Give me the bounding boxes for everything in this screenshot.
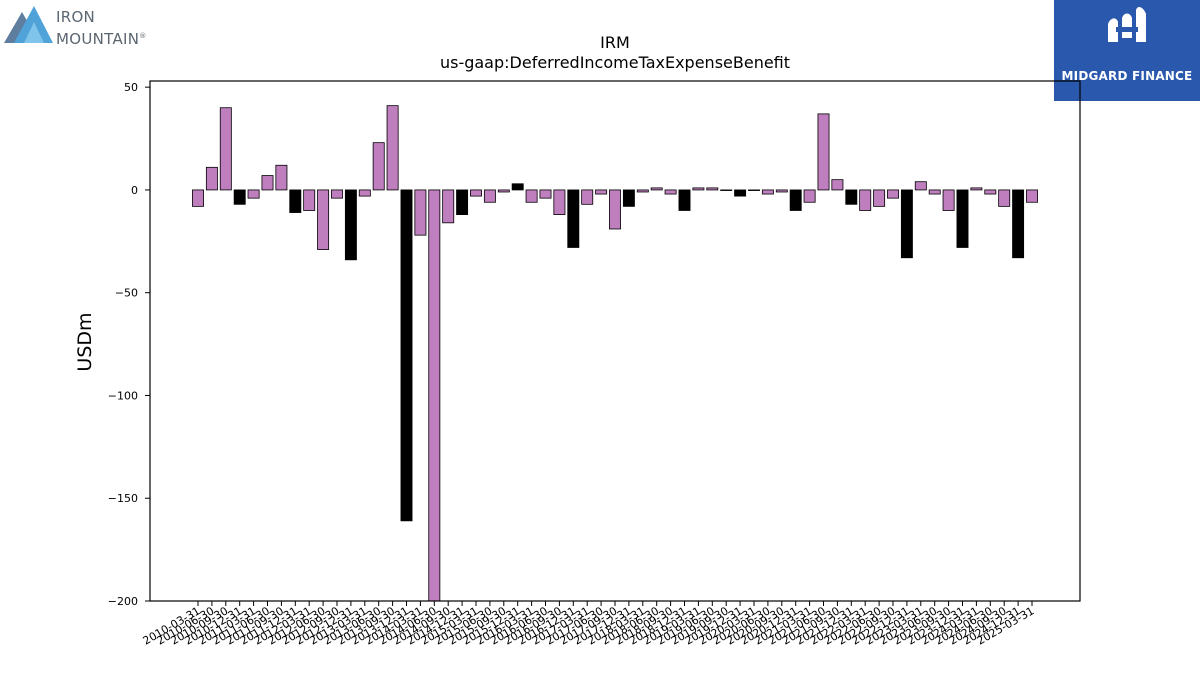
y-axis-label: USDm <box>74 312 96 371</box>
bar-2014-09-30 <box>442 189 455 224</box>
bar-2019-03-31 <box>692 187 705 191</box>
bar-2020-06-30 <box>761 189 774 195</box>
bar-2022-06-30 <box>873 189 886 207</box>
bar-2022-09-30 <box>887 189 899 199</box>
bar-2018-06-30 <box>650 187 663 191</box>
bar-2014-03-31 <box>414 189 427 236</box>
y-tick-label: −200 <box>108 595 138 608</box>
bar-2010-12-31 <box>233 189 246 205</box>
bar-2019-06-30 <box>706 187 719 191</box>
bar-2016-06-30 <box>539 189 552 199</box>
bar-2012-09-30 <box>331 189 343 199</box>
bar-2017-03-31 <box>581 189 594 205</box>
bar-2018-09-30 <box>664 189 677 195</box>
bar-2025-03-31 <box>1026 189 1038 203</box>
bar-2020-03-31 <box>748 189 760 191</box>
iron-mountain-logo: IRON MOUNTAIN® <box>0 0 170 50</box>
bar-2010-09-30 <box>219 107 232 191</box>
bar-2016-09-30 <box>553 189 566 215</box>
y-tick-label: −150 <box>108 492 138 505</box>
bar-2021-03-31 <box>803 189 816 203</box>
bar-2024-03-31 <box>970 187 983 191</box>
chart-subtitle: us-gaap:DeferredIncomeTaxExpenseBenefit <box>440 53 790 72</box>
y-tick-label: 50 <box>124 81 138 94</box>
bar-2024-06-30 <box>984 189 997 195</box>
midgard-finance-logo: MIDGARD FINANCE <box>1054 0 1200 101</box>
y-tick-label: −50 <box>115 287 138 300</box>
bar-2014-06-30 <box>428 189 441 601</box>
bar-2024-12-31 <box>1012 189 1025 259</box>
bar-2024-09-30 <box>998 189 1011 207</box>
chart-title: IRM <box>600 33 630 52</box>
bar-2023-09-30 <box>942 189 955 211</box>
bar-2010-06-30 <box>205 166 218 191</box>
bar-2018-03-31 <box>636 189 649 193</box>
bar-2022-03-31 <box>859 189 872 211</box>
y-tick-label: 0 <box>131 184 138 197</box>
bars-group <box>192 105 1038 601</box>
bar-2018-12-31 <box>678 189 691 211</box>
bar-2011-12-31 <box>289 189 302 213</box>
bar-2017-12-31 <box>622 189 635 207</box>
bar-2023-03-31 <box>914 181 927 191</box>
registered-mark: ® <box>139 32 147 40</box>
bar-2015-06-30 <box>483 189 496 203</box>
midgard-mark-icon <box>1108 7 1146 42</box>
bar-2012-12-31 <box>344 189 357 261</box>
x-axis: 2010-03-312010-06-302010-09-302010-12-31… <box>141 601 1037 648</box>
bar-2016-03-31 <box>525 189 538 203</box>
bar-2023-06-30 <box>928 189 941 195</box>
bar-2015-03-31 <box>470 189 482 197</box>
bar-2020-12-31 <box>789 189 802 211</box>
bar-2013-03-31 <box>358 189 371 197</box>
bar-2022-12-31 <box>900 189 913 259</box>
logo-line-1: IRON <box>56 8 96 26</box>
mountain-icon <box>4 6 53 43</box>
bar-2012-03-31 <box>303 189 316 211</box>
bar-2013-09-30 <box>386 105 399 191</box>
bar-2023-12-31 <box>956 189 969 248</box>
bar-2013-12-31 <box>400 189 413 522</box>
y-tick-label: −100 <box>108 389 138 402</box>
bar-2016-12-31 <box>567 189 580 248</box>
bar-2015-12-31 <box>511 183 524 191</box>
bar-2020-09-30 <box>775 189 788 193</box>
bar-2013-06-30 <box>372 142 385 191</box>
bar-2012-06-30 <box>317 189 330 250</box>
bar-2011-09-30 <box>275 164 288 191</box>
bar-2011-06-30 <box>261 175 274 191</box>
bar-2019-12-31 <box>734 189 747 197</box>
bar-2021-09-30 <box>831 179 844 191</box>
logo-line-2: MOUNTAIN <box>56 30 140 48</box>
midgard-finance-text: MIDGARD FINANCE <box>1061 69 1193 83</box>
bar-2017-09-30 <box>609 189 621 230</box>
y-axis: 50 0 −50 −100 −150 −200 <box>108 81 150 608</box>
bar-2017-06-30 <box>595 189 608 195</box>
bar-2011-03-31 <box>247 189 260 199</box>
bar-2021-12-31 <box>845 189 858 205</box>
bar-2014-12-31 <box>456 189 469 215</box>
bar-2019-09-30 <box>720 189 733 191</box>
bar-2021-06-30 <box>817 113 830 191</box>
bar-2010-03-31 <box>192 189 204 207</box>
bar-2015-09-30 <box>497 189 510 193</box>
plot-frame <box>149 80 1081 602</box>
